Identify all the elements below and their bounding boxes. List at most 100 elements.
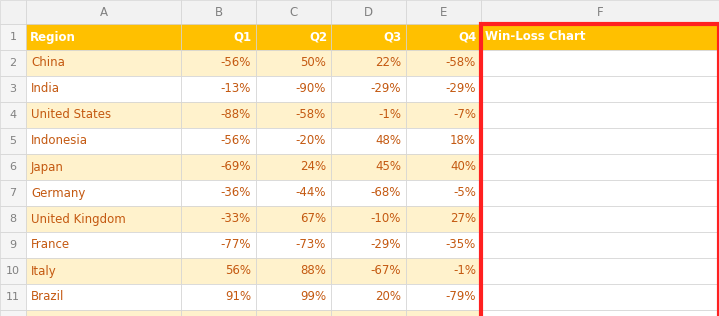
Bar: [481, 258, 719, 284]
Text: 18%: 18%: [450, 135, 476, 148]
Text: F: F: [597, 5, 603, 19]
Text: -36%: -36%: [221, 186, 251, 199]
Bar: [256, 284, 331, 310]
Text: -56%: -56%: [221, 57, 251, 70]
Text: 8: 8: [9, 214, 17, 224]
Text: E: E: [440, 5, 447, 19]
Bar: [256, 310, 331, 316]
Text: 91%: 91%: [225, 290, 251, 303]
Bar: [0, 0, 26, 24]
Bar: [481, 180, 719, 206]
Bar: [181, 76, 256, 102]
Text: 11: 11: [6, 292, 20, 302]
Text: -73%: -73%: [296, 239, 326, 252]
Text: -33%: -33%: [221, 212, 251, 226]
Bar: [181, 24, 256, 50]
Text: 99%: 99%: [300, 290, 326, 303]
Text: 56%: 56%: [225, 264, 251, 277]
Text: -58%: -58%: [296, 108, 326, 121]
Text: -29%: -29%: [446, 82, 476, 95]
Bar: [406, 206, 481, 232]
Bar: [406, 258, 481, 284]
Bar: [331, 50, 406, 76]
Bar: [406, 76, 481, 102]
Bar: [256, 232, 331, 258]
Text: Indonesia: Indonesia: [31, 135, 88, 148]
Bar: [0, 206, 26, 232]
Bar: [331, 102, 406, 128]
Text: 4: 4: [9, 110, 17, 120]
Text: Japan: Japan: [31, 161, 64, 173]
Bar: [406, 232, 481, 258]
Bar: [26, 102, 181, 128]
Text: 22%: 22%: [375, 57, 401, 70]
Text: 48%: 48%: [375, 135, 401, 148]
Text: -56%: -56%: [221, 135, 251, 148]
Bar: [0, 102, 26, 128]
Bar: [181, 232, 256, 258]
Bar: [331, 310, 406, 316]
Bar: [256, 206, 331, 232]
Bar: [331, 232, 406, 258]
Bar: [406, 284, 481, 310]
Bar: [181, 154, 256, 180]
Text: -67%: -67%: [370, 264, 401, 277]
Bar: [406, 0, 481, 24]
Text: -58%: -58%: [446, 57, 476, 70]
Bar: [0, 284, 26, 310]
Text: -13%: -13%: [221, 82, 251, 95]
Bar: [256, 180, 331, 206]
Text: -69%: -69%: [221, 161, 251, 173]
Bar: [331, 284, 406, 310]
Bar: [481, 128, 719, 154]
Bar: [26, 50, 181, 76]
Bar: [0, 76, 26, 102]
Text: Region: Region: [30, 31, 76, 44]
Bar: [331, 76, 406, 102]
Bar: [26, 128, 181, 154]
Text: -20%: -20%: [296, 135, 326, 148]
Bar: [331, 0, 406, 24]
Text: 1: 1: [9, 32, 17, 42]
Bar: [26, 310, 181, 316]
Bar: [406, 310, 481, 316]
Text: -90%: -90%: [296, 82, 326, 95]
Bar: [256, 24, 331, 50]
Bar: [481, 154, 719, 180]
Text: France: France: [31, 239, 70, 252]
Text: -7%: -7%: [453, 108, 476, 121]
Text: -1%: -1%: [453, 264, 476, 277]
Bar: [181, 128, 256, 154]
Bar: [481, 310, 719, 316]
Bar: [331, 154, 406, 180]
Bar: [331, 258, 406, 284]
Bar: [406, 154, 481, 180]
Bar: [26, 76, 181, 102]
Text: 20%: 20%: [375, 290, 401, 303]
Bar: [481, 232, 719, 258]
Text: -35%: -35%: [446, 239, 476, 252]
Bar: [481, 0, 719, 24]
Bar: [331, 24, 406, 50]
Bar: [256, 154, 331, 180]
Text: C: C: [289, 5, 298, 19]
Text: -44%: -44%: [296, 186, 326, 199]
Text: Brazil: Brazil: [31, 290, 65, 303]
Bar: [256, 76, 331, 102]
Bar: [331, 206, 406, 232]
Text: -29%: -29%: [370, 82, 401, 95]
Bar: [481, 76, 719, 102]
Bar: [181, 206, 256, 232]
Text: 5: 5: [9, 136, 17, 146]
Bar: [0, 310, 26, 316]
Text: -1%: -1%: [378, 108, 401, 121]
Bar: [26, 24, 181, 50]
Text: -79%: -79%: [446, 290, 476, 303]
Bar: [181, 0, 256, 24]
Bar: [26, 258, 181, 284]
Text: Q2: Q2: [309, 31, 327, 44]
Bar: [181, 50, 256, 76]
Bar: [26, 0, 181, 24]
Bar: [481, 206, 719, 232]
Bar: [406, 102, 481, 128]
